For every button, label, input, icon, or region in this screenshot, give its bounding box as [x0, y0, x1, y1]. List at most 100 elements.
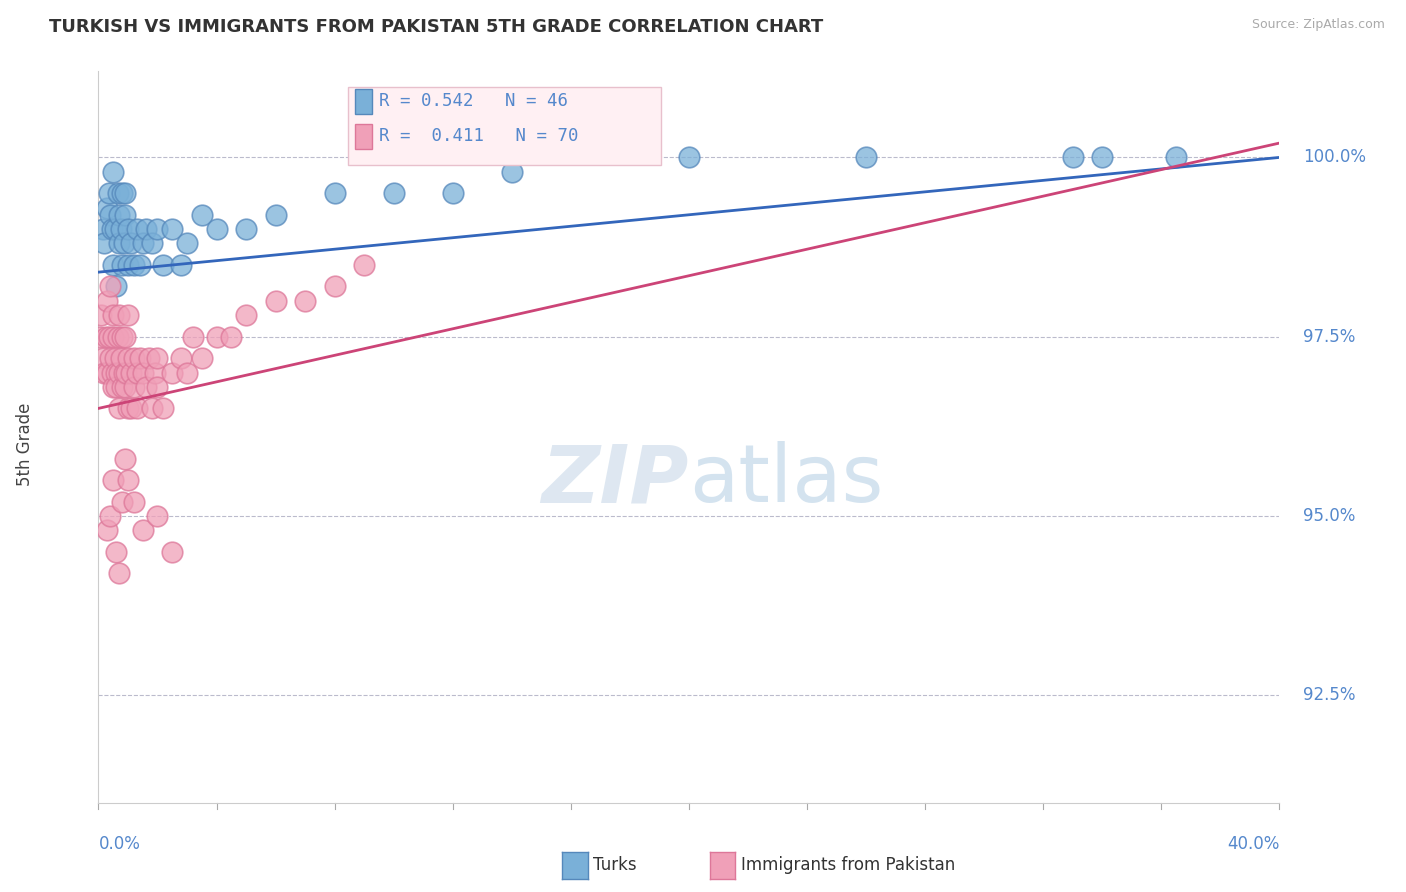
Point	[96, 524, 118, 538]
Text: 40.0%: 40.0%	[1227, 835, 1279, 853]
Point	[146, 351, 169, 366]
Point	[122, 380, 145, 394]
Point	[111, 494, 134, 508]
Point	[111, 380, 134, 394]
Point	[108, 236, 131, 251]
Point	[1091, 150, 1114, 164]
Text: R = 0.542   N = 46: R = 0.542 N = 46	[380, 93, 568, 111]
Point	[125, 401, 148, 416]
Point	[143, 366, 166, 380]
Point	[128, 258, 150, 272]
Point	[122, 258, 145, 272]
Point	[108, 208, 131, 222]
Point	[104, 351, 127, 366]
Point	[89, 329, 111, 343]
Point	[141, 236, 163, 251]
Text: atlas: atlas	[689, 442, 883, 519]
Point	[353, 258, 375, 272]
Point	[501, 165, 523, 179]
Point	[170, 258, 193, 272]
Point	[138, 351, 160, 366]
Text: 5th Grade: 5th Grade	[15, 402, 34, 486]
Point	[205, 222, 228, 236]
Point	[323, 279, 346, 293]
Point	[191, 208, 214, 222]
Point	[382, 186, 405, 201]
Point	[235, 308, 257, 322]
Point	[93, 366, 115, 380]
Point	[264, 208, 287, 222]
Point	[117, 258, 139, 272]
Point	[105, 545, 128, 559]
Point	[152, 258, 174, 272]
Point	[114, 380, 136, 394]
Point	[91, 351, 114, 366]
Point	[219, 329, 243, 343]
Point	[132, 236, 155, 251]
Point	[125, 366, 148, 380]
Point	[107, 329, 129, 343]
Point	[855, 150, 877, 164]
Text: 95.0%: 95.0%	[1303, 507, 1355, 525]
Point	[117, 351, 139, 366]
Point	[120, 401, 142, 416]
Point	[98, 508, 121, 523]
Point	[191, 351, 214, 366]
Point	[103, 329, 125, 343]
Point	[128, 351, 150, 366]
Point	[108, 566, 131, 581]
Text: 97.5%: 97.5%	[1303, 327, 1355, 346]
Point	[110, 222, 132, 236]
Point	[132, 524, 155, 538]
Point	[111, 258, 134, 272]
Point	[122, 351, 145, 366]
Point	[176, 366, 198, 380]
Point	[103, 380, 125, 394]
Point	[152, 401, 174, 416]
Point	[117, 222, 139, 236]
Point	[107, 186, 129, 201]
Point	[104, 222, 127, 236]
Point	[323, 186, 346, 201]
Text: TURKISH VS IMMIGRANTS FROM PAKISTAN 5TH GRADE CORRELATION CHART: TURKISH VS IMMIGRANTS FROM PAKISTAN 5TH …	[49, 18, 824, 36]
Text: R =  0.411   N = 70: R = 0.411 N = 70	[380, 127, 578, 145]
Point	[105, 366, 128, 380]
Point	[108, 308, 131, 322]
Point	[181, 329, 204, 343]
Text: ZIP: ZIP	[541, 442, 689, 519]
Point	[114, 451, 136, 466]
Point	[162, 545, 183, 559]
Text: 100.0%: 100.0%	[1303, 148, 1367, 167]
Point	[125, 222, 148, 236]
Point	[97, 186, 120, 201]
Point	[162, 366, 183, 380]
Point	[114, 329, 136, 343]
Point	[132, 366, 155, 380]
Point	[112, 366, 135, 380]
Point	[105, 279, 128, 293]
Point	[108, 401, 131, 416]
Point	[98, 279, 121, 293]
Point	[96, 293, 118, 308]
Point	[176, 236, 198, 251]
Point	[120, 366, 142, 380]
Point	[111, 186, 134, 201]
Point	[117, 473, 139, 487]
Point	[114, 208, 136, 222]
Point	[1164, 150, 1187, 164]
Text: 92.5%: 92.5%	[1303, 686, 1355, 705]
Point	[264, 293, 287, 308]
Point	[114, 186, 136, 201]
Point	[103, 473, 125, 487]
Point	[146, 508, 169, 523]
Point	[110, 351, 132, 366]
Point	[441, 186, 464, 201]
Text: Source: ZipAtlas.com: Source: ZipAtlas.com	[1251, 18, 1385, 31]
Point	[90, 308, 112, 322]
Point	[115, 366, 138, 380]
Point	[98, 351, 121, 366]
Point	[117, 308, 139, 322]
Point	[105, 380, 128, 394]
Point	[93, 236, 115, 251]
Point	[146, 222, 169, 236]
